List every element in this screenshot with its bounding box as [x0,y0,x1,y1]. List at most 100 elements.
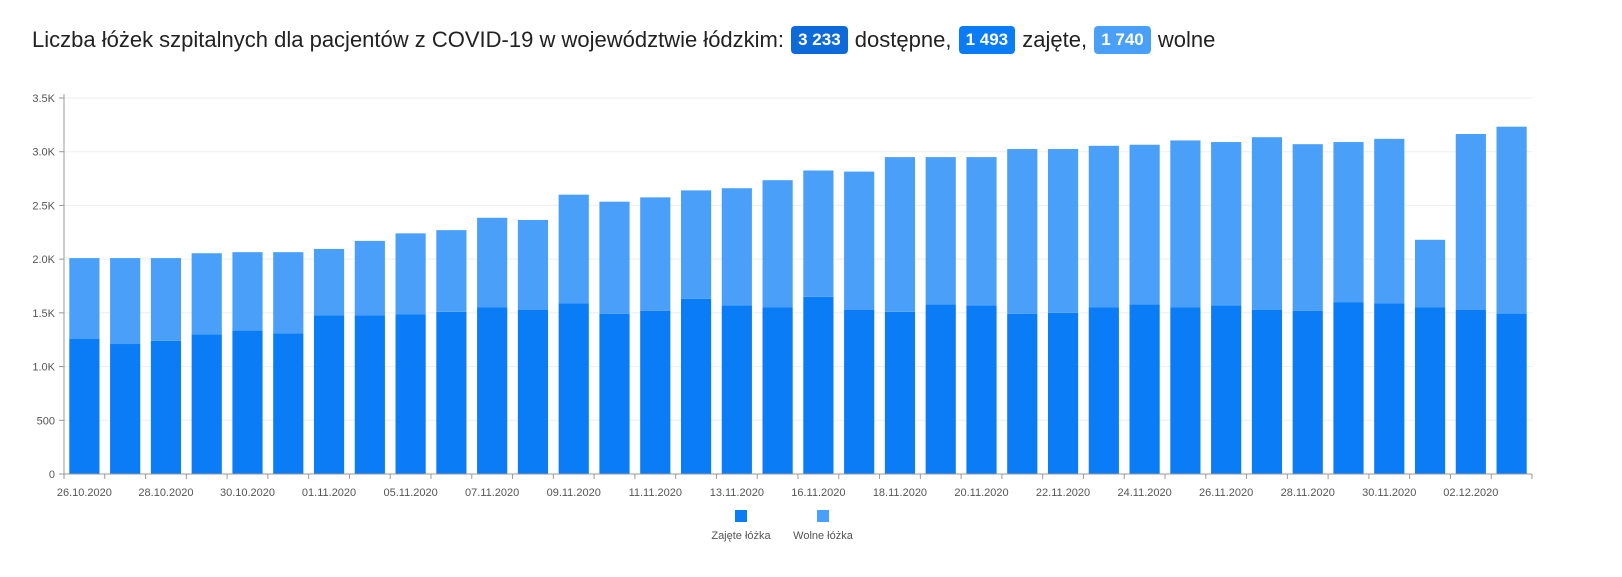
bar-free[interactable] [354,240,385,316]
bar-occupied[interactable] [517,309,549,474]
available-badge: 3 233 [791,26,848,54]
bar-free[interactable] [436,230,467,312]
bar-occupied[interactable] [599,313,630,474]
bar-free[interactable] [110,258,141,345]
bar-occupied[interactable] [1292,310,1323,474]
bar-occupied[interactable] [1455,309,1486,474]
x-tick-label: 22.11.2020 [1036,487,1090,499]
y-tick-label: 500 [37,415,55,427]
legend-swatch [817,510,829,522]
x-tick-label: 28.11.2020 [1281,487,1335,499]
bar-free[interactable] [1047,149,1079,313]
bar-occupied[interactable] [884,311,916,474]
bar-occupied[interactable] [69,338,100,474]
bar-occupied[interactable] [1496,313,1527,474]
bar-free[interactable] [232,252,263,331]
bar-free[interactable] [599,201,630,314]
bar-occupied[interactable] [1251,309,1283,474]
bar-occupied[interactable] [150,340,182,474]
x-tick-label: 28.10.2020 [138,487,193,499]
legend-item[interactable]: Zajęte łóżka [711,510,772,542]
bar-occupied[interactable] [966,305,997,474]
x-tick-label: 26.10.2020 [57,487,112,499]
bar-free[interactable] [1292,144,1323,311]
bar-occupied[interactable] [1414,307,1446,474]
bar-free[interactable] [884,157,916,312]
legend-item[interactable]: Wolne łóżka [793,510,854,542]
bar-free[interactable] [640,197,671,311]
y-tick-label: 1.0K [32,362,55,374]
bar-occupied[interactable] [558,303,589,474]
bar-occupied[interactable] [680,298,712,474]
bar-free[interactable] [1374,138,1405,304]
bar-occupied[interactable] [925,304,956,474]
bar-free[interactable] [273,252,304,334]
bar-free[interactable] [966,157,997,306]
bar-free[interactable] [1414,239,1446,308]
y-tick-label: 3.5K [32,93,55,105]
bar-free[interactable] [558,194,589,304]
bar-occupied[interactable] [436,311,467,474]
bar-occupied[interactable] [803,296,834,474]
bar-occupied[interactable] [477,307,508,474]
x-tick-label: 16.11.2020 [791,487,845,499]
bar-occupied[interactable] [1088,307,1119,474]
bar-occupied[interactable] [1129,304,1160,474]
bar-free[interactable] [191,253,222,335]
bar-free[interactable] [721,188,752,306]
bar-occupied[interactable] [1333,302,1364,474]
legend: Zajęte łóżka Wolne łóżka [711,510,854,542]
bar-occupied[interactable] [354,315,385,474]
bar-occupied[interactable] [395,314,426,474]
bar-free[interactable] [477,217,508,308]
legend-swatch [735,510,747,522]
bar-free[interactable] [395,233,426,315]
bar-free[interactable] [1333,142,1364,303]
y-tick-label: 1.5K [32,308,55,320]
bar-occupied[interactable] [1047,312,1079,474]
bar-free[interactable] [680,190,712,299]
bar-occupied[interactable] [232,330,263,474]
bar-free[interactable] [844,171,875,310]
bar-free[interactable] [1496,126,1527,314]
bar-free[interactable] [1211,142,1242,306]
bar-occupied[interactable] [1374,303,1405,474]
bar-free[interactable] [1129,144,1160,305]
bar-free[interactable] [150,258,182,341]
x-tick-label: 26.11.2020 [1199,487,1253,499]
bar-free[interactable] [517,219,549,310]
bar-occupied[interactable] [640,310,671,474]
bar-occupied[interactable] [273,333,304,474]
x-tick-label: 07.11.2020 [465,487,519,499]
bar-free[interactable] [1088,145,1119,308]
bar-occupied[interactable] [313,315,345,474]
bar-occupied[interactable] [1007,313,1038,474]
bar-free[interactable] [762,180,793,308]
y-tick-label: 0 [49,469,55,481]
grid-layer [64,97,1532,421]
bar-occupied[interactable] [721,305,752,474]
bar-free[interactable] [69,258,100,339]
free-label: wolne [1157,27,1216,52]
bar-free[interactable] [925,157,956,305]
bar-free[interactable] [1007,149,1038,314]
x-tick-label: 18.11.2020 [873,487,927,499]
x-tick-label: 13.11.2020 [710,487,764,499]
bar-occupied[interactable] [191,334,222,474]
bar-free[interactable] [1251,137,1283,310]
bar-occupied[interactable] [844,309,875,474]
bar-occupied[interactable] [762,307,793,474]
legend-label: Zajęte łóżka [711,530,771,542]
x-tick-label: 01.11.2020 [302,487,356,499]
bar-free[interactable] [803,170,834,297]
bar-free[interactable] [1170,140,1201,308]
bar-occupied[interactable] [1170,307,1201,474]
bar-occupied[interactable] [1211,305,1242,474]
bar-free[interactable] [1455,133,1486,310]
available-label: dostępne, [854,27,952,52]
bar-free[interactable] [313,248,345,316]
bar-occupied[interactable] [110,344,141,474]
occupied-label: zajęte, [1022,27,1088,52]
x-tick-label: 11.11.2020 [629,487,682,499]
